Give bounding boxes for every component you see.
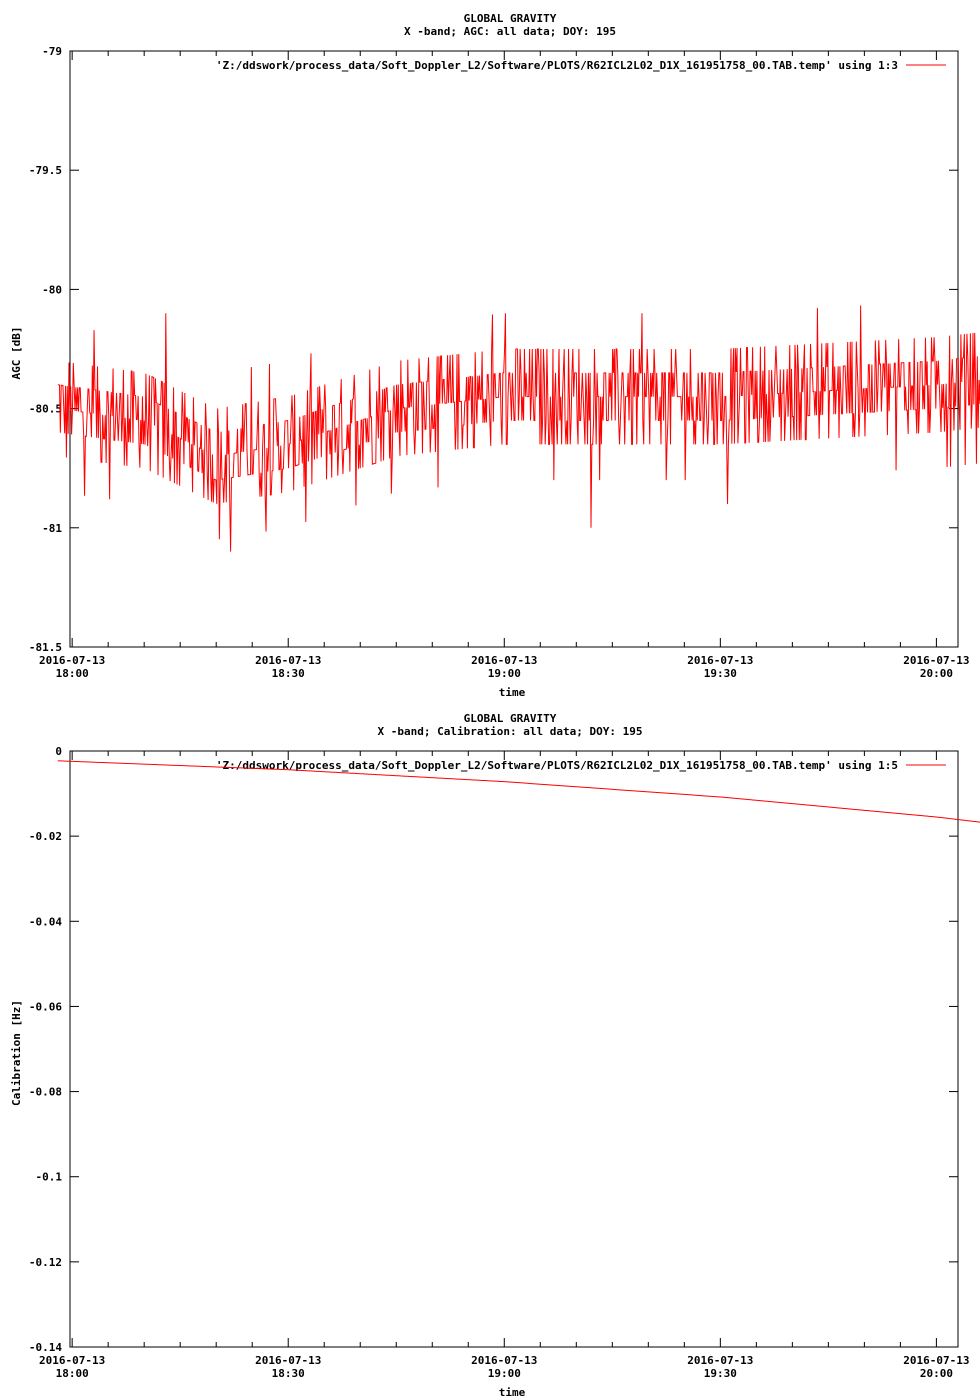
x-tick-time-label: 18:00 xyxy=(56,667,89,680)
x-tick-time-label: 19:00 xyxy=(488,667,521,680)
y-tick-label: -80.5 xyxy=(29,403,62,416)
x-axis-label: time xyxy=(499,1386,526,1399)
x-tick-date-label: 2016-07-13 xyxy=(903,654,969,667)
x-tick-time-label: 18:00 xyxy=(56,1367,89,1380)
x-tick-date-label: 2016-07-13 xyxy=(39,654,105,667)
y-tick-label: -0.12 xyxy=(29,1256,62,1269)
series-line xyxy=(57,760,980,823)
series-line xyxy=(57,305,980,552)
y-tick-label: -0.1 xyxy=(36,1171,63,1184)
y-tick-label: -0.02 xyxy=(29,830,62,843)
plot-frame xyxy=(69,750,959,1348)
x-tick-time-label: 20:00 xyxy=(920,667,953,680)
y-tick-label: -0.04 xyxy=(29,915,62,928)
y-tick-label: -81.5 xyxy=(29,641,62,654)
legend-label: 'Z:/ddswork/process_data/Soft_Doppler_L2… xyxy=(216,759,898,772)
chart-title: GLOBAL GRAVITY xyxy=(464,12,557,25)
x-tick-time-label: 18:30 xyxy=(272,1367,305,1380)
chart-subtitle: X -band; Calibration: all data; DOY: 195 xyxy=(378,725,643,738)
y-axis-label: AGC [dB] xyxy=(10,327,23,380)
x-tick-date-label: 2016-07-13 xyxy=(255,1354,321,1367)
y-tick-label: 0 xyxy=(55,745,62,758)
x-tick-date-label: 2016-07-13 xyxy=(687,654,753,667)
x-tick-time-label: 19:30 xyxy=(704,1367,737,1380)
y-tick-label: -0.14 xyxy=(29,1341,62,1354)
x-tick-date-label: 2016-07-13 xyxy=(255,654,321,667)
y-tick-label: -81 xyxy=(42,522,62,535)
x-axis-label: time xyxy=(499,686,526,699)
x-tick-date-label: 2016-07-13 xyxy=(687,1354,753,1367)
legend-label: 'Z:/ddswork/process_data/Soft_Doppler_L2… xyxy=(216,59,898,72)
x-tick-time-label: 20:00 xyxy=(920,1367,953,1380)
x-tick-time-label: 19:30 xyxy=(704,667,737,680)
chart-title: GLOBAL GRAVITY xyxy=(464,712,557,725)
x-tick-date-label: 2016-07-13 xyxy=(471,1354,537,1367)
plot-frame xyxy=(69,50,959,648)
x-tick-time-label: 19:00 xyxy=(488,1367,521,1380)
y-tick-label: -80 xyxy=(42,283,62,296)
x-tick-date-label: 2016-07-13 xyxy=(471,654,537,667)
chart-subtitle: X -band; AGC: all data; DOY: 195 xyxy=(404,25,616,38)
y-tick-label: -79.5 xyxy=(29,164,62,177)
x-tick-date-label: 2016-07-13 xyxy=(903,1354,969,1367)
x-tick-time-label: 18:30 xyxy=(272,667,305,680)
y-tick-label: -0.06 xyxy=(29,1000,62,1013)
y-axis-label: Calibration [Hz] xyxy=(10,1000,23,1106)
y-tick-label: -0.08 xyxy=(29,1086,62,1099)
x-tick-date-label: 2016-07-13 xyxy=(39,1354,105,1367)
y-tick-label: -79 xyxy=(42,45,62,58)
